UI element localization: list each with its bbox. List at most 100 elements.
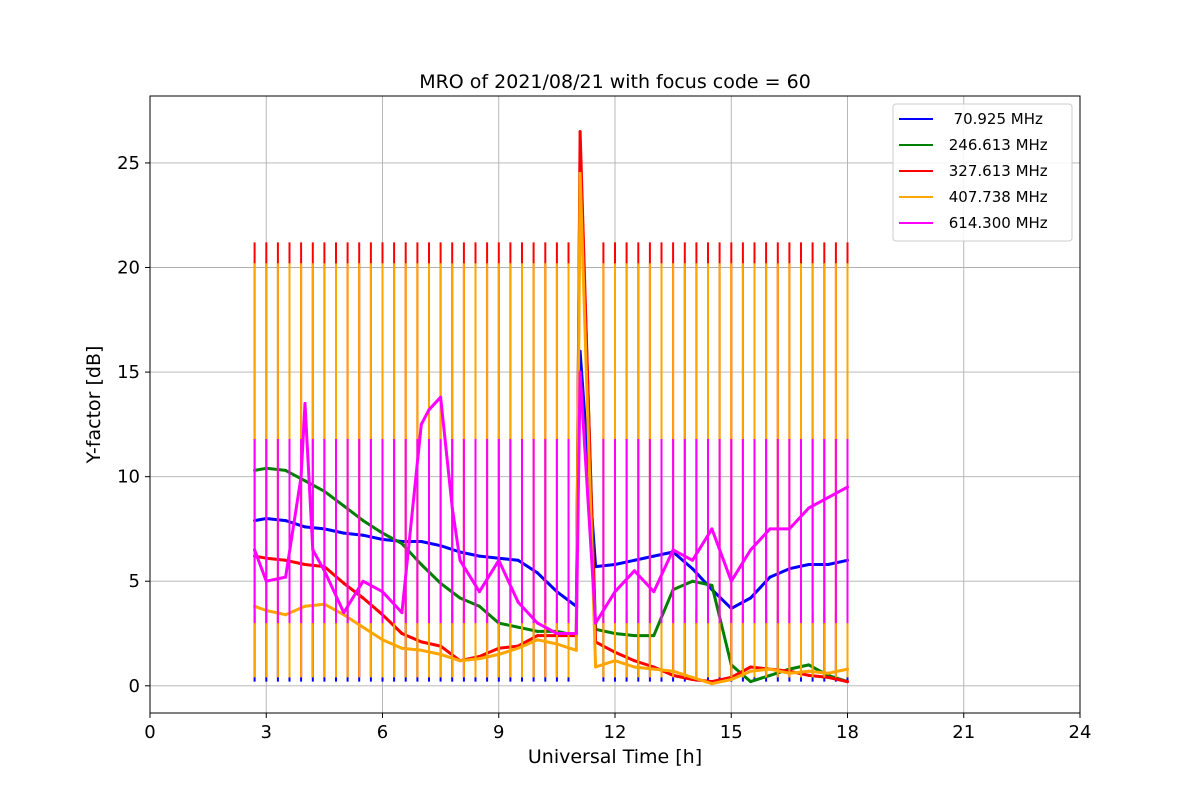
series-4-point [536,621,539,625]
legend-label: 614.300 MHz [944,214,1048,232]
series-2-point [578,130,582,134]
series-4-point [342,611,346,615]
series-1-point [807,663,811,667]
series-3-point [284,613,288,617]
series-0-point [284,519,288,523]
series-3-point [613,659,617,663]
series-1-point [419,563,423,566]
series-4-point [729,579,733,583]
series-4-point [427,408,431,412]
series-0-point [516,558,520,562]
series-0-point [632,558,636,562]
series-1-point [458,596,462,600]
x-tick-label: 6 [377,722,388,743]
series-2-point [846,680,849,684]
series-2-point [284,558,288,562]
series-3-point [458,659,462,663]
series-3-point [671,669,675,673]
series-1-point [710,583,714,587]
series-4-point [574,632,578,635]
series-3-point [342,613,346,617]
x-tick-label: 21 [952,722,975,743]
series-3-point [419,648,423,652]
series-0-point [826,563,830,566]
series-1-point [749,680,753,684]
series-3-point [477,657,481,661]
series-4-point [361,579,365,583]
series-3-point [826,671,830,675]
series-4-point [787,527,791,531]
series-3-point [807,669,811,673]
chart-title: MRO of 2021/08/21 with focus code = 60 [419,71,811,93]
series-4-point [439,395,443,399]
series-2-point [632,659,636,663]
series-2-point [419,640,423,644]
y-tick-label: 15 [117,362,140,383]
series-3-point [381,638,384,642]
series-1-point [516,625,520,629]
series-0-point [477,554,481,558]
series-3-point [303,604,307,608]
series-4-point [613,590,617,594]
series-3-point [574,648,578,652]
series-4-point [303,402,307,405]
series-0-point [361,533,365,537]
x-tick-label: 9 [493,722,504,743]
series-4-point [381,590,384,594]
series-2-point [361,596,365,600]
series-0-point [342,531,346,535]
series-4-point [826,496,830,500]
y-tick-label: 25 [117,153,140,174]
series-4-point [768,527,772,531]
series-4-point [400,611,404,615]
series-4-point [284,575,288,579]
x-tick-label: 3 [261,722,272,743]
series-4-point [458,558,462,562]
x-tick-label: 0 [144,722,155,743]
series-3-point [400,646,404,650]
series-3-point [439,652,443,656]
series-4-point [555,632,559,635]
series-1-point [400,542,404,546]
series-0-point [536,571,539,575]
legend-box [892,103,1073,242]
series-3-point [652,667,656,671]
series-3-point [691,675,694,679]
series-4-point [846,485,849,489]
legend: 70.925 MHz 246.613 MHz 327.613 MHz 407.7… [892,103,1073,242]
x-axis-label: Universal Time [h] [528,746,702,768]
series-0-point [749,596,753,600]
x-tick-label: 18 [836,722,859,743]
y-tick-label: 5 [129,571,140,592]
series-layer [253,130,849,686]
series-3-point [768,667,772,671]
series-3-point [594,665,598,669]
series-4-point [691,558,694,562]
series-4-point [311,548,315,552]
series-2-point [303,563,307,566]
series-4-point [450,506,454,510]
y-axis-label: Y-factor [dB] [83,346,105,465]
series-1-point [768,673,772,677]
series-4-point [322,569,326,573]
series-4-point [632,569,636,573]
series-4-point [710,527,714,531]
series-3-point [555,642,559,646]
series-1-point [691,579,694,583]
series-0-point [652,554,656,558]
series-4-point [516,600,520,604]
series-1-point [342,504,346,508]
series-4 [253,370,849,635]
series-2-point [807,673,811,677]
series-1-point [652,634,656,638]
series-4-point [497,558,501,562]
series-4-point [299,475,303,479]
series-4-point [807,506,811,510]
series-0-point [807,563,811,566]
series-4-point [264,579,268,583]
series-0-point [419,540,423,543]
series-0-point [303,525,307,529]
y-tick-label: 0 [129,676,140,697]
series-2-point [342,581,346,585]
